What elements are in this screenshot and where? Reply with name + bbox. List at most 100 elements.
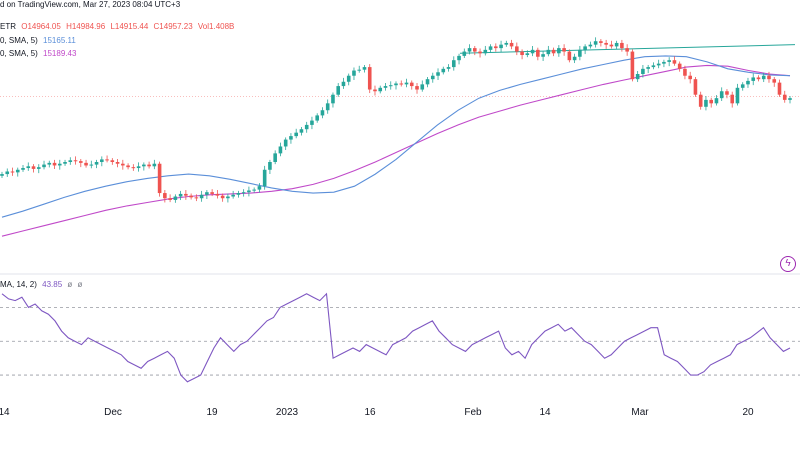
candle-body xyxy=(488,46,493,50)
candle-body xyxy=(520,51,524,56)
candle-body xyxy=(714,98,719,104)
candle-body xyxy=(121,163,125,166)
candle-body xyxy=(446,67,451,69)
sma-fast-line xyxy=(1,55,791,218)
candle-body xyxy=(641,68,645,74)
candle-body xyxy=(247,190,251,193)
candle-body xyxy=(110,160,115,162)
sma-fast-label: 0, SMA, 5) xyxy=(0,36,38,45)
candle-body xyxy=(226,196,230,199)
candle-body xyxy=(525,53,530,56)
candle-body xyxy=(388,85,393,87)
candle-body xyxy=(630,51,635,80)
candle-body xyxy=(546,49,551,55)
candle-body xyxy=(725,91,729,95)
candle-body xyxy=(268,162,272,170)
candle-body xyxy=(509,42,514,47)
candle-body xyxy=(614,42,619,47)
candle-body xyxy=(136,166,141,169)
candle-body xyxy=(357,69,362,71)
candle-body xyxy=(0,174,4,176)
candle-body xyxy=(331,94,335,104)
candle-body xyxy=(367,67,372,90)
candle-body xyxy=(94,162,99,165)
candle-body xyxy=(746,80,750,85)
candle-body xyxy=(205,192,209,195)
candle-body xyxy=(788,98,792,100)
candle-body xyxy=(683,68,687,76)
candle-body xyxy=(126,165,130,168)
candle-body xyxy=(688,75,692,80)
candle-body xyxy=(336,86,341,95)
candle-body xyxy=(646,67,650,69)
candle-body xyxy=(404,82,409,85)
candle-body xyxy=(299,129,304,133)
candle-body xyxy=(63,162,67,164)
published-header: d on TradingView.com, Mar 27, 2023 08:04… xyxy=(0,0,183,9)
candle-body xyxy=(494,46,498,49)
candle-body xyxy=(68,160,73,162)
candle-body xyxy=(341,81,346,87)
volume-value: Vol1.408B xyxy=(197,22,235,31)
candle-body xyxy=(441,68,446,73)
sma-fast-legend: 0, SMA, 5) 15165.11 xyxy=(0,36,79,45)
candle-body xyxy=(735,87,740,104)
candle-body xyxy=(236,193,241,195)
candle-body xyxy=(252,189,256,191)
candle-body xyxy=(662,61,666,64)
candle-body xyxy=(478,51,482,54)
candle-body xyxy=(73,160,78,162)
candle-body xyxy=(5,171,10,175)
candle-body xyxy=(147,164,151,167)
candle-body xyxy=(178,193,183,197)
candle-body xyxy=(194,197,199,199)
candle-body xyxy=(168,198,172,200)
candle-body xyxy=(231,194,235,197)
candle-body xyxy=(777,82,782,95)
candle-body xyxy=(283,139,288,147)
candle-body xyxy=(184,193,188,196)
candle-body xyxy=(346,75,351,82)
candle-body xyxy=(536,49,540,57)
candle-body xyxy=(451,60,456,68)
candle-body xyxy=(767,75,771,80)
sma-slow-line xyxy=(1,64,791,237)
candle-body xyxy=(483,49,488,54)
candle-body xyxy=(320,110,325,116)
candle-body xyxy=(635,74,640,80)
candle-body xyxy=(588,44,593,47)
candle-body xyxy=(620,42,624,49)
candle-body xyxy=(315,115,319,121)
candle-body xyxy=(504,42,509,45)
rsi-legend: MA, 14, 2) 43.85 ø ø xyxy=(0,280,85,289)
candle-body xyxy=(467,48,472,52)
candle-body xyxy=(100,159,104,162)
x-axis-label: 16 xyxy=(364,407,376,418)
candle-body xyxy=(241,192,246,194)
candle-body xyxy=(541,54,545,57)
candle-body xyxy=(462,51,467,56)
candle-body xyxy=(599,41,603,43)
candle-body xyxy=(583,46,587,50)
candle-body xyxy=(698,94,703,107)
candle-body xyxy=(430,75,435,80)
candle-body xyxy=(199,194,204,199)
x-axis-label: 20 xyxy=(742,407,754,418)
candle-body xyxy=(278,146,283,154)
candle-body xyxy=(310,120,314,125)
candle-body xyxy=(362,67,367,70)
tradingview-logo-icon[interactable]: ϟ xyxy=(780,256,796,272)
candle-body xyxy=(325,103,330,111)
sma-slow-label: 0, SMA, 5) xyxy=(0,49,38,58)
candle-body xyxy=(42,164,46,168)
candle-body xyxy=(693,79,698,95)
candle-body xyxy=(52,162,57,166)
candle-body xyxy=(651,65,656,68)
candle-body xyxy=(530,49,535,54)
candle-body xyxy=(10,171,15,173)
sma-fast-value: 15165.11 xyxy=(43,36,76,45)
candle-body xyxy=(719,91,724,99)
candle-body xyxy=(667,60,671,62)
candle-body xyxy=(704,99,708,107)
